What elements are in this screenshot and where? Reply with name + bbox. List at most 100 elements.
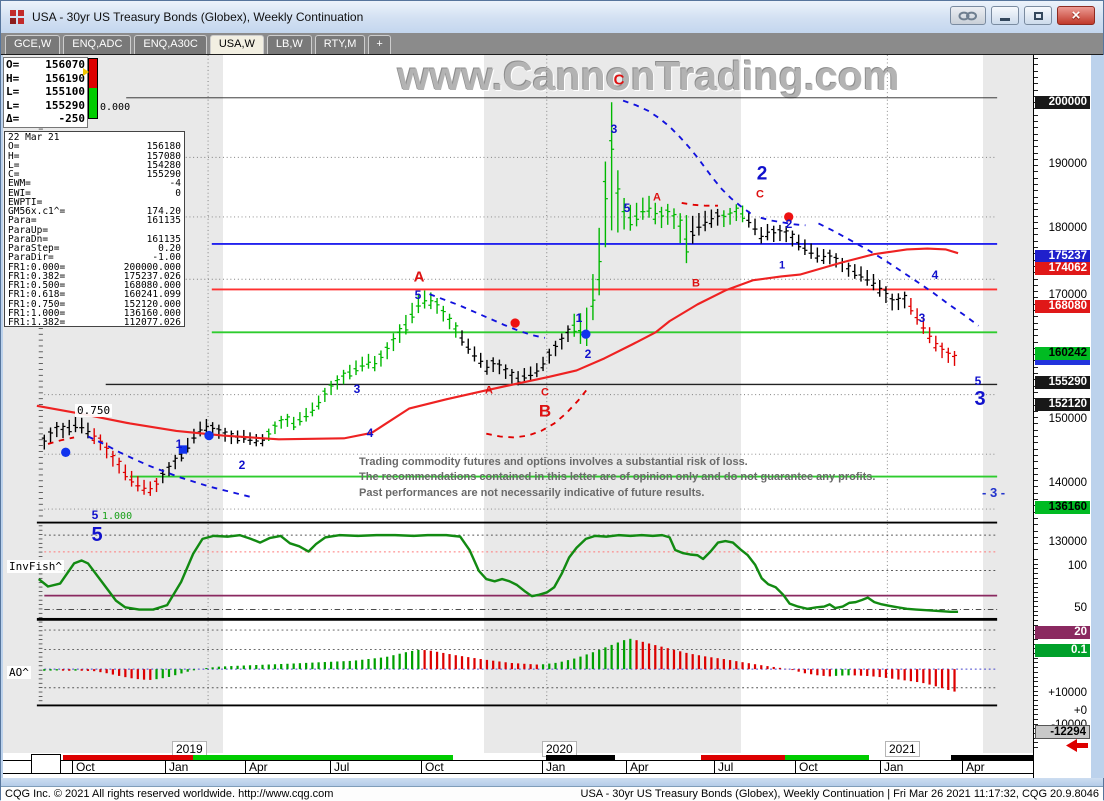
axis-tick (1034, 278, 1038, 280)
window-title: USA - 30yr US Treasury Bonds (Globex), W… (32, 10, 364, 24)
axis-tick (1034, 536, 1038, 538)
close-icon: × (1071, 7, 1081, 24)
bottom-window-frame (1, 778, 1103, 786)
axis-tick (1034, 291, 1038, 293)
tab-lb-w[interactable]: LB,W (266, 35, 312, 54)
axis-label: 200000 (1035, 96, 1090, 109)
axis-tick (1034, 524, 1038, 526)
axis-tick (1034, 747, 1038, 748)
axis-tick (1034, 667, 1038, 669)
month-tick (72, 761, 73, 774)
chart-area[interactable]: www.CannonTrading.com O= 156070 H= 156190 L=… (1, 53, 1104, 778)
para-level-marker (1035, 360, 1090, 365)
axis-tick (1034, 410, 1038, 412)
axis-label: 136160 (1035, 501, 1090, 514)
axis-tick (1034, 423, 1038, 425)
month-tick (714, 761, 715, 774)
h-scrollbar-thumb[interactable] (31, 754, 61, 774)
axis-tick (1034, 742, 1038, 744)
axis-tick (1034, 591, 1038, 593)
axis-tick (1034, 184, 1038, 185)
axis-tick (1034, 624, 1038, 626)
axis-tick (1034, 486, 1038, 488)
tab-rty-m[interactable]: RTY,M (314, 35, 366, 54)
month-label: Jul (718, 760, 734, 774)
axis-tick (1034, 549, 1038, 551)
month-tick (165, 761, 166, 774)
axis-tick (1034, 114, 1038, 116)
axis-tick (1034, 563, 1038, 565)
axis-tick (1034, 695, 1038, 697)
axis-tick (1034, 196, 1038, 198)
axis-tick (1034, 165, 1038, 167)
new-tab-button[interactable]: + (368, 35, 391, 54)
status-bar: CQG Inc. © 2021 All rights reserved worl… (1, 786, 1103, 801)
axis-tick (1034, 76, 1038, 78)
axis-label: -12294 (1035, 725, 1090, 739)
axis-tick (1034, 247, 1038, 248)
scrollbar-segment (701, 755, 785, 760)
right-window-frame (1091, 55, 1104, 778)
axis-label: 155290 (1035, 376, 1090, 389)
scrollbar-segment (63, 755, 193, 760)
minimize-icon (1000, 17, 1010, 21)
restore-button[interactable] (1024, 6, 1052, 25)
axis-tick (1034, 139, 1038, 141)
axis-tick (1034, 714, 1038, 716)
axis-tick (1034, 391, 1038, 393)
month-label: Apr (966, 760, 985, 774)
axis-tick (1034, 240, 1038, 242)
month-label: Jan (169, 760, 189, 774)
axis-tick (1034, 341, 1038, 343)
axis-tick (1034, 234, 1038, 236)
year-band (983, 55, 1033, 753)
month-tick (330, 761, 331, 774)
price-axis-column: 200000 190000 180000 175237 174062 170000 1680… (1033, 55, 1091, 778)
axis-tick (1034, 657, 1038, 659)
link-button[interactable] (950, 6, 986, 25)
axis-label: 170000 (1048, 289, 1087, 301)
month-tick (880, 761, 881, 774)
month-label: Oct (425, 760, 444, 774)
axis-tick (1034, 89, 1038, 91)
axis-tick (1034, 601, 1038, 603)
axis-tick (1034, 467, 1038, 469)
axis-tick (1034, 577, 1038, 579)
axis-tick (1034, 662, 1038, 664)
month-tick (542, 761, 543, 774)
axis-tick (1034, 209, 1038, 211)
axis-tick (1034, 177, 1038, 179)
tab-usa-w[interactable]: USA,W (209, 35, 264, 54)
month-label: Jan (546, 760, 566, 774)
axis-tick (1034, 328, 1038, 330)
axis-tick (1034, 448, 1038, 450)
watermark: www.CannonTrading.com (397, 53, 900, 99)
month-label: Apr (249, 760, 268, 774)
axis-tick (1034, 64, 1038, 66)
title-bar[interactable]: USA - 30yr US Treasury Bonds (Globex), W… (1, 1, 1103, 33)
axis-tick (1034, 606, 1038, 607)
axis-tick (1034, 297, 1038, 299)
scrollbar-segment (546, 755, 615, 760)
month-label: Jan (884, 760, 904, 774)
tab-enq-adc[interactable]: ENQ,ADC (63, 35, 132, 54)
status-right: USA - 30yr US Treasury Bonds (Globex), W… (580, 788, 1099, 800)
axis-tick (1034, 723, 1038, 725)
axis-tick (1034, 615, 1038, 617)
axis-tick (1034, 146, 1038, 148)
tab-enq-a30c[interactable]: ENQ,A30C (134, 35, 207, 54)
axis-tick (1034, 596, 1038, 598)
axis-tick (1034, 499, 1038, 500)
axis-label: 168080 (1035, 300, 1090, 313)
tab-gce-w[interactable]: GCE,W (5, 35, 61, 54)
minimize-button[interactable] (991, 6, 1019, 25)
axis-tick (1034, 152, 1038, 154)
price-chart-svg[interactable] (1, 55, 1033, 778)
axis-tick (1034, 709, 1038, 711)
axis-tick (1034, 704, 1038, 706)
axis-tick (1034, 70, 1038, 72)
close-button[interactable]: × (1057, 6, 1095, 25)
axis-tick (1034, 417, 1038, 419)
axis-tick (1034, 442, 1038, 444)
month-tick (795, 761, 796, 774)
